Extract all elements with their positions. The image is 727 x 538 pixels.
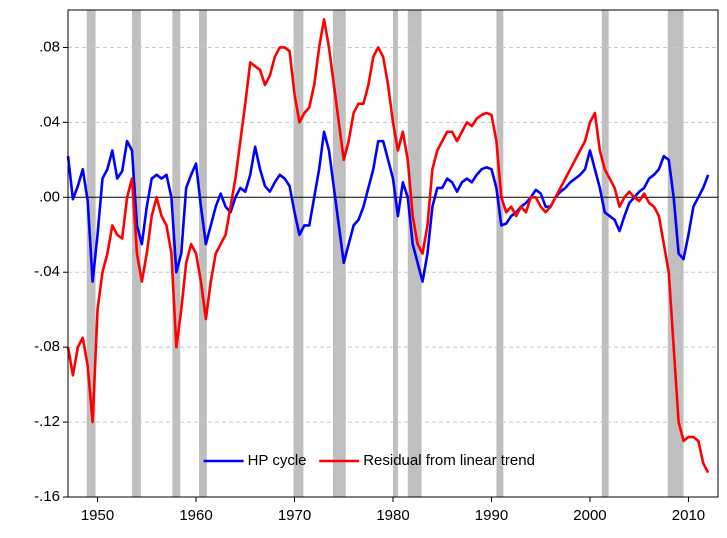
x-tick-label: 1960	[179, 507, 212, 524]
x-tick-label: 1950	[81, 507, 114, 524]
y-tick-label: -.04	[34, 263, 60, 280]
y-tick-label: .04	[39, 113, 60, 130]
y-tick-label: .00	[39, 188, 60, 205]
series-line	[66, 130, 710, 283]
x-tick-label: 2010	[672, 507, 705, 524]
legend-label: Residual from linear trend	[363, 452, 535, 469]
x-tick-label: 1970	[278, 507, 311, 524]
recession-band	[393, 10, 398, 497]
legend-label: HP cycle	[248, 452, 307, 469]
plot-frame	[67, 9, 719, 498]
recession-band	[332, 10, 346, 497]
recession-band	[198, 10, 207, 497]
recession-band	[601, 10, 609, 497]
y-tick-label: -.16	[34, 488, 60, 505]
x-tick-label: 2000	[573, 507, 606, 524]
y-tick-label: -.08	[34, 338, 60, 355]
series-line	[66, 18, 710, 474]
recession-band	[667, 10, 684, 497]
recession-band	[293, 10, 304, 497]
x-tick-label: 1990	[475, 507, 508, 524]
y-tick-label: -.12	[34, 413, 60, 430]
y-tick-label: .08	[39, 38, 60, 55]
recession-band	[496, 10, 504, 497]
x-tick-label: 1980	[376, 507, 409, 524]
